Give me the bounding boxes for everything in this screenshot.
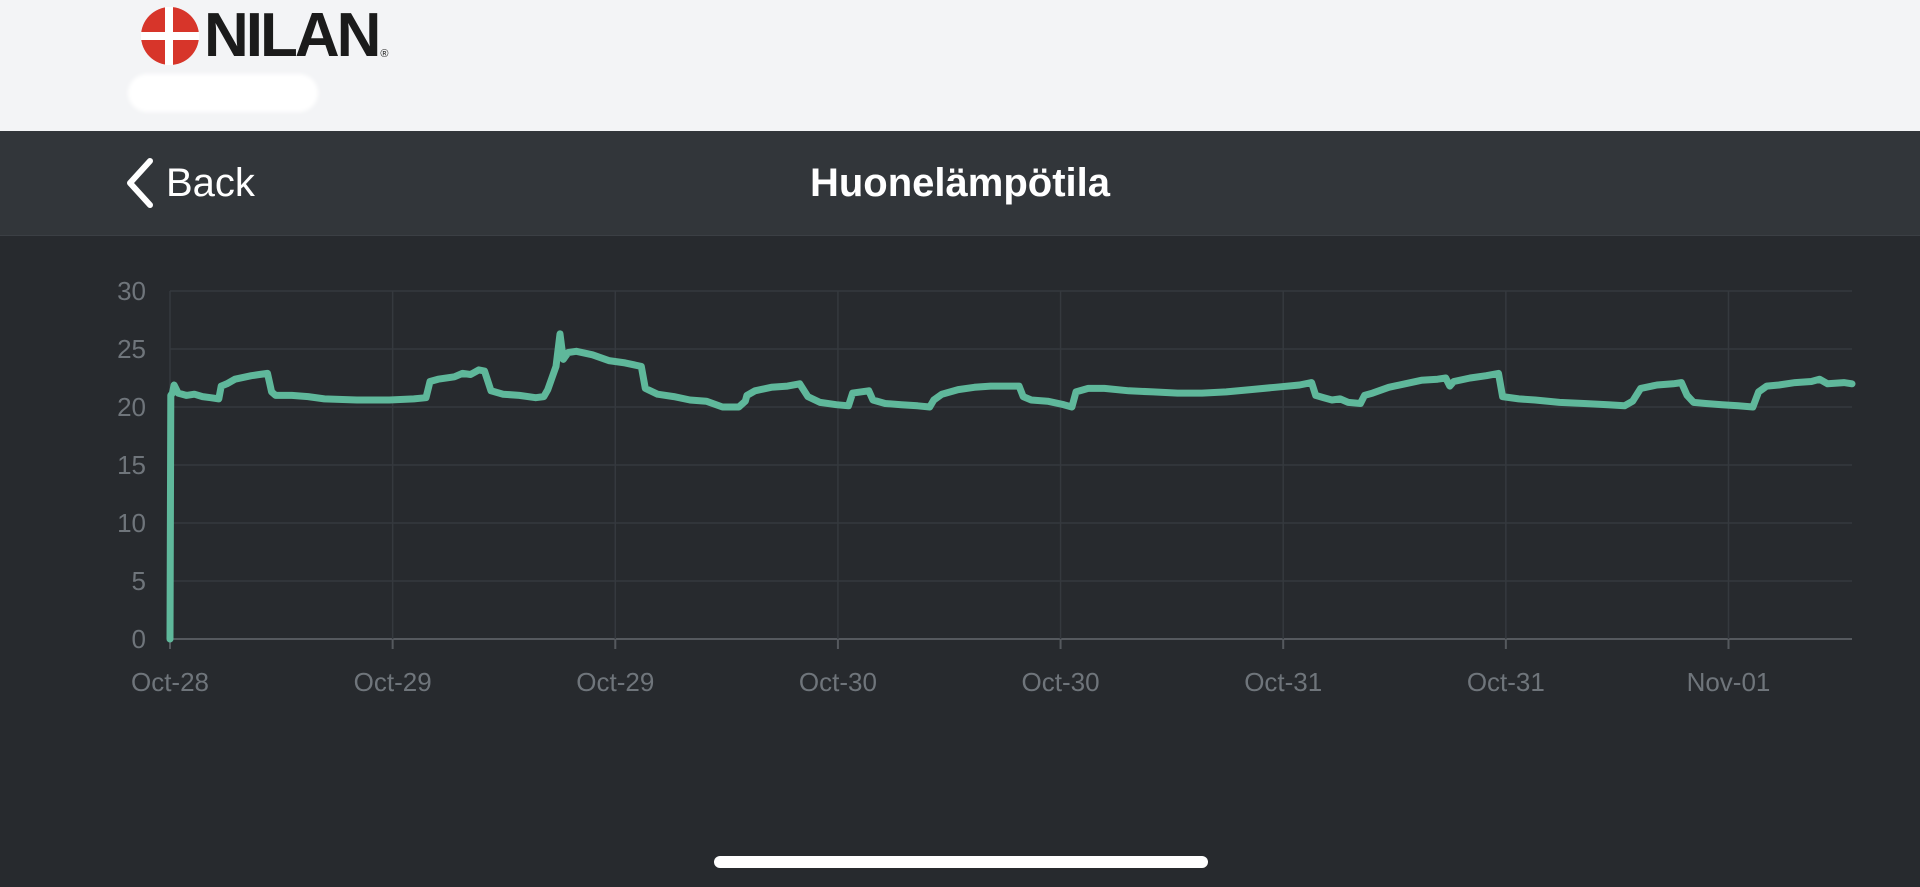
danish-flag-logo-icon — [141, 7, 199, 65]
y-tick-label: 0 — [132, 624, 146, 654]
temperature-chart: 0 5 10 15 20 25 30 Oct-28 Oct-29 Oct-29 Oct-30 Oct-… — [117, 276, 1856, 697]
x-tick-label: Oct-29 — [576, 667, 654, 697]
back-button[interactable]: Back — [124, 155, 255, 211]
top-bar: NILAN ® — [0, 0, 1920, 131]
redacted-area — [128, 74, 318, 112]
home-indicator[interactable] — [714, 856, 1208, 868]
brand-logo: NILAN ® — [140, 1, 389, 70]
y-tick-label: 30 — [117, 276, 146, 306]
page-title: Huonelämpötila — [809, 161, 1111, 205]
x-tick-label: Oct-30 — [799, 667, 877, 697]
y-tick-label: 20 — [117, 392, 146, 422]
chart-container: 0 5 10 15 20 25 30 Oct-28 Oct-29 Oct-29 Oct-30 Oct-… — [0, 236, 1920, 836]
y-tick-label: 25 — [117, 334, 146, 364]
temperature-series-line — [166, 330, 1856, 643]
x-tick-label: Oct-29 — [354, 667, 432, 697]
chevron-left-icon — [127, 158, 153, 208]
registered-mark: ® — [380, 48, 389, 60]
y-tick-label: 10 — [117, 508, 146, 538]
y-tick-label: 5 — [132, 566, 146, 596]
x-tick-label: Oct-31 — [1244, 667, 1322, 697]
x-tick-label: Oct-31 — [1467, 667, 1545, 697]
x-tick-label: Oct-30 — [1022, 667, 1100, 697]
x-tick-label: Oct-28 — [131, 667, 209, 697]
back-label: Back — [166, 160, 255, 205]
x-tick-label: Nov-01 — [1687, 667, 1771, 697]
y-tick-label: 15 — [117, 450, 146, 480]
navigation-bar: Back Huonelämpötila — [0, 131, 1920, 236]
brand-name: NILAN — [204, 1, 381, 70]
